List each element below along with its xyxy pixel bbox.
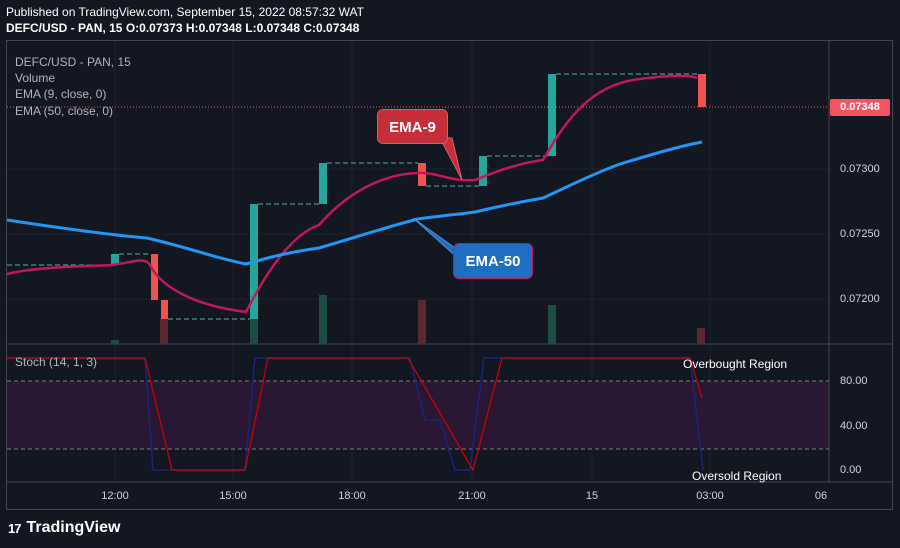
candle xyxy=(698,74,706,107)
ema9-callout: EMA-9 xyxy=(377,109,448,144)
price-tick: 0.07250 xyxy=(840,228,880,240)
time-tick: 15:00 xyxy=(219,490,247,502)
volume-bar xyxy=(418,300,426,344)
price-tick: 0.07200 xyxy=(840,293,880,305)
legend-ema9[interactable]: EMA (9, close, 0) xyxy=(15,87,107,101)
stoch-tick: 80.00 xyxy=(840,375,868,387)
stoch-tick: 0.00 xyxy=(840,464,862,476)
ohlc-open-label: O: xyxy=(125,21,140,35)
tradingview-logo-icon: 17 xyxy=(8,520,22,536)
published-line: Published on TradingView.com, September … xyxy=(6,5,364,19)
candle xyxy=(418,163,426,186)
ema50-line xyxy=(6,140,703,266)
time-tick: 03:00 xyxy=(696,490,724,502)
candle xyxy=(319,163,327,204)
volume-bar xyxy=(250,319,258,344)
time-tick: 12:00 xyxy=(101,490,129,502)
ohlc-open: 0.07373 xyxy=(139,21,183,35)
legend-stoch[interactable]: Stoch (14, 1, 3) xyxy=(15,355,98,369)
legend-volume[interactable]: Volume xyxy=(15,71,56,85)
stoch-k-line xyxy=(7,357,704,471)
price-tick: 0.07300 xyxy=(840,163,880,175)
time-tick: 06 xyxy=(814,490,828,502)
symbol-ohlc-line: DEFC/USD - PAN, 15 O:0.07373 H:0.07348 L… xyxy=(6,21,359,35)
time-tick: 21:00 xyxy=(458,490,486,502)
ohlc-low-label: L: xyxy=(245,21,257,35)
candle xyxy=(548,74,556,156)
ema9-callout-pointer xyxy=(439,137,463,181)
volume-bar xyxy=(548,305,556,344)
candle xyxy=(151,254,158,300)
stoch-d-line xyxy=(7,357,703,472)
volume-bars xyxy=(111,295,705,344)
stoch-tick: 40.00 xyxy=(840,420,868,432)
volume-bar xyxy=(697,328,705,344)
tradingview-brand[interactable]: 17 TradingView xyxy=(8,519,120,537)
symbol-name: DEFC/USD - PAN, 15 xyxy=(6,21,123,35)
volume-bar xyxy=(160,318,168,344)
current-price-tag: 0.07348 xyxy=(830,99,890,116)
ohlc-close-label: C: xyxy=(303,21,317,35)
ohlc-low: 0.07348 xyxy=(256,21,301,35)
chart-frame[interactable] xyxy=(6,40,893,510)
candle-connectors xyxy=(7,73,697,320)
legend-ema50[interactable]: EMA (50, close, 0) xyxy=(15,104,114,118)
candle xyxy=(479,156,487,186)
volume-bar xyxy=(111,340,119,344)
ohlc-close: 0.07348 xyxy=(316,21,360,35)
ohlc-high: 0.07348 xyxy=(198,21,242,35)
ema9-line xyxy=(6,74,698,314)
candle xyxy=(161,300,168,319)
time-tick: 15 xyxy=(585,490,599,502)
time-tick: 18:00 xyxy=(338,490,366,502)
brand-name: TradingView xyxy=(26,519,121,536)
ohlc-high-label: H: xyxy=(185,21,199,35)
oversold-label: Oversold Region xyxy=(692,469,782,483)
overbought-label: Overbought Region xyxy=(683,357,788,371)
candle xyxy=(111,254,119,265)
ema50-callout: EMA-50 xyxy=(453,243,533,279)
volume-bar xyxy=(319,295,327,344)
legend-symbol: DEFC/USD - PAN, 15 xyxy=(15,55,131,69)
